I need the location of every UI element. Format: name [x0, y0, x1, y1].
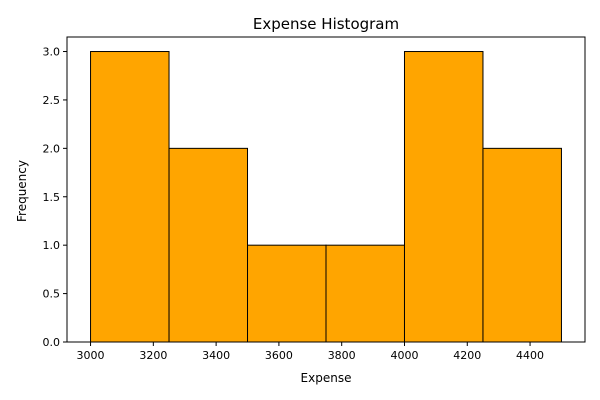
histogram-bar-5 — [403, 51, 484, 343]
x-tick-label: 3600 — [265, 349, 293, 362]
y-tick-label: 2.0 — [43, 142, 61, 155]
y-tick-label: 1.5 — [43, 191, 61, 204]
bars-group — [90, 51, 562, 343]
histogram-bar-6 — [482, 147, 562, 343]
y-tick-label: 3.0 — [43, 46, 61, 59]
x-tick-label: 3200 — [139, 349, 167, 362]
y-axis-ticks: 0.0 0.5 1.0 1.5 2.0 2.5 3.0 — [43, 46, 67, 349]
y-axis-label: Frequency — [15, 160, 29, 222]
histogram-bar-4 — [325, 244, 405, 343]
x-tick-label: 4200 — [453, 349, 481, 362]
plot-frame — [66, 36, 586, 343]
y-tick-label: 2.5 — [43, 94, 61, 107]
x-tick-label: 3800 — [328, 349, 356, 362]
y-tick-label: 0.0 — [43, 336, 61, 349]
chart-title: Expense Histogram — [253, 15, 399, 33]
x-axis-ticks: 3000 3200 3400 3600 3800 4000 4200 4400 — [77, 342, 544, 362]
x-tick-label: 4000 — [390, 349, 418, 362]
histogram-bar-3 — [247, 244, 327, 343]
y-tick-label: 1.0 — [43, 239, 61, 252]
x-axis-label: Expense — [301, 371, 352, 385]
x-tick-label: 3000 — [77, 349, 105, 362]
x-tick-label: 4400 — [516, 349, 544, 362]
y-tick-label: 0.5 — [43, 288, 61, 301]
histogram-bar-2 — [168, 147, 249, 343]
histogram-bar-1 — [90, 51, 170, 343]
x-tick-label: 3400 — [202, 349, 230, 362]
